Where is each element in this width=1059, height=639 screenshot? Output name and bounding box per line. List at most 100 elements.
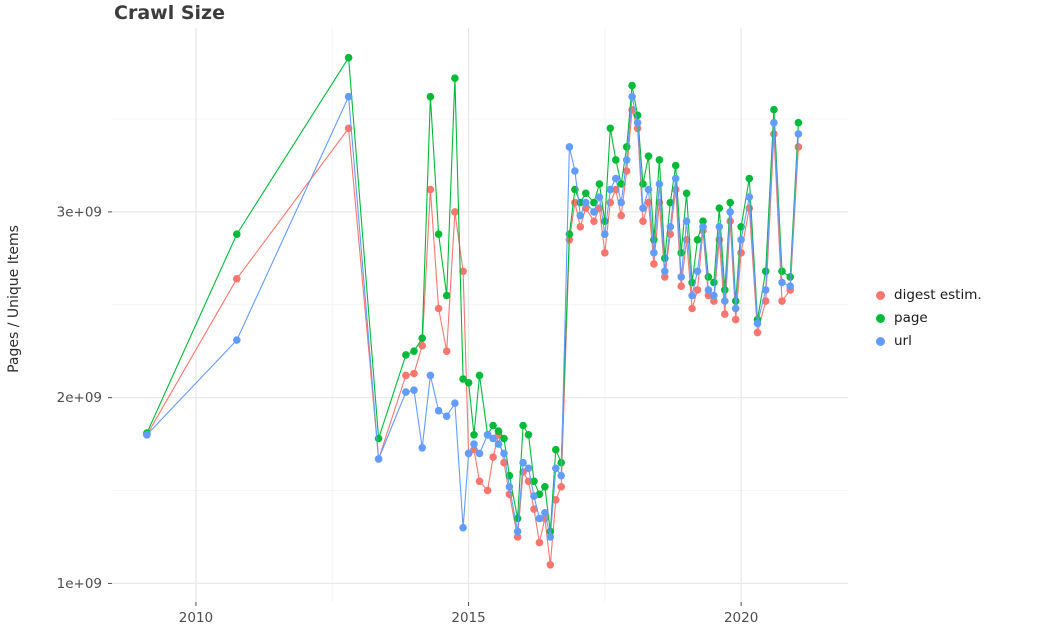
legend: digest estim. page url bbox=[876, 287, 982, 349]
data-point bbox=[464, 449, 473, 458]
chart-title: Crawl Size bbox=[114, 2, 225, 24]
data-point bbox=[721, 286, 729, 294]
data-point bbox=[786, 282, 794, 291]
data-point bbox=[661, 267, 669, 276]
data-point bbox=[666, 223, 675, 231]
data-point bbox=[661, 254, 669, 263]
data-point bbox=[519, 458, 527, 467]
data-point bbox=[565, 143, 574, 151]
y-axis-tick-labels: 1e+09 2e+09 3e+09 bbox=[57, 204, 102, 592]
data-point bbox=[778, 278, 786, 287]
data-point bbox=[753, 319, 762, 328]
data-point bbox=[402, 371, 410, 380]
data-point bbox=[699, 223, 707, 231]
legend-label: url bbox=[894, 333, 912, 349]
data-point bbox=[794, 118, 803, 127]
data-point bbox=[644, 152, 653, 160]
data-point bbox=[541, 509, 549, 517]
data-point bbox=[650, 260, 658, 268]
data-point bbox=[442, 291, 451, 300]
data-point bbox=[778, 267, 786, 276]
data-point bbox=[671, 174, 680, 183]
data-point bbox=[530, 505, 538, 513]
data-point bbox=[546, 533, 555, 541]
data-point bbox=[682, 217, 691, 225]
data-point bbox=[418, 444, 427, 452]
data-point bbox=[721, 297, 729, 305]
series-url bbox=[143, 92, 803, 541]
data-point bbox=[402, 388, 410, 396]
data-point bbox=[483, 486, 492, 495]
data-point bbox=[688, 278, 696, 287]
data-point bbox=[143, 431, 151, 439]
data-point bbox=[524, 431, 533, 439]
data-point bbox=[644, 198, 653, 207]
data-point bbox=[666, 198, 675, 207]
data-point bbox=[710, 297, 718, 305]
data-point bbox=[451, 208, 459, 216]
data-point bbox=[571, 167, 579, 175]
data-point bbox=[639, 204, 647, 212]
x-tick-label: 2015 bbox=[451, 610, 485, 626]
data-point bbox=[475, 477, 484, 486]
data-point bbox=[494, 440, 503, 448]
data-point bbox=[677, 273, 685, 281]
data-point bbox=[464, 379, 473, 387]
data-point bbox=[778, 297, 786, 305]
data-point bbox=[794, 143, 803, 151]
legend-dot-icon bbox=[876, 336, 885, 346]
data-point bbox=[731, 304, 740, 313]
data-point bbox=[688, 304, 696, 313]
data-point bbox=[557, 483, 565, 491]
data-point bbox=[590, 208, 598, 216]
data-point bbox=[745, 193, 754, 201]
data-point bbox=[576, 223, 585, 231]
data-point bbox=[344, 124, 353, 133]
data-point bbox=[535, 538, 544, 547]
data-point bbox=[434, 406, 443, 415]
data-point bbox=[513, 533, 522, 541]
data-point bbox=[731, 315, 740, 324]
data-point bbox=[524, 464, 533, 473]
data-point bbox=[617, 198, 625, 207]
y-tick-label: 1e+09 bbox=[57, 576, 102, 592]
data-point bbox=[442, 412, 451, 421]
data-point bbox=[612, 156, 620, 164]
data-point bbox=[410, 347, 418, 356]
data-point bbox=[582, 198, 590, 207]
data-point bbox=[590, 217, 598, 225]
data-point bbox=[595, 193, 604, 201]
data-point bbox=[655, 180, 664, 188]
data-point bbox=[710, 291, 718, 300]
data-point bbox=[500, 434, 508, 443]
data-point bbox=[489, 434, 497, 443]
data-point bbox=[344, 53, 353, 62]
data-point bbox=[606, 185, 615, 194]
data-point bbox=[710, 278, 718, 287]
data-point bbox=[650, 249, 658, 257]
data-point bbox=[470, 431, 478, 439]
data-point bbox=[233, 336, 241, 344]
legend-label: page bbox=[894, 310, 928, 326]
data-point bbox=[633, 118, 642, 127]
data-point bbox=[418, 334, 427, 343]
data-point bbox=[505, 483, 514, 491]
data-point bbox=[426, 371, 435, 380]
series-line bbox=[146, 94, 799, 538]
data-point bbox=[726, 208, 734, 216]
data-point bbox=[715, 223, 724, 231]
data-point bbox=[459, 375, 467, 383]
data-point bbox=[233, 230, 241, 238]
data-point bbox=[552, 445, 560, 454]
data-point bbox=[639, 217, 647, 225]
data-point bbox=[617, 211, 625, 220]
grid-major bbox=[112, 28, 848, 602]
data-point bbox=[761, 267, 770, 276]
data-point bbox=[410, 369, 418, 378]
data-point bbox=[410, 386, 418, 395]
data-point bbox=[693, 267, 702, 276]
data-point bbox=[459, 523, 467, 532]
data-point bbox=[677, 282, 685, 291]
